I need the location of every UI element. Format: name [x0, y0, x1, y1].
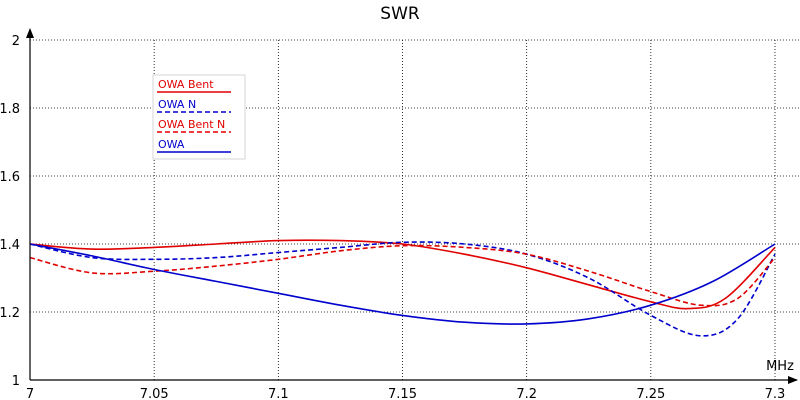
y-tick-label: 1.2	[0, 306, 20, 321]
x-tick-label: 7.3	[765, 387, 786, 400]
legend-label: OWA Bent N	[158, 118, 225, 131]
y-tick-label: 1	[12, 374, 20, 389]
legend-box	[152, 74, 246, 160]
x-tick-label: 7.15	[388, 387, 417, 400]
x-tick-label: 7.25	[636, 387, 665, 400]
grid	[30, 39, 800, 380]
series-line-1	[29, 241, 776, 337]
x-tick-label: 7.2	[516, 387, 537, 400]
x-tick-label: 7.05	[140, 387, 169, 400]
series-line-2	[29, 244, 776, 307]
chart-title: SWR	[380, 4, 420, 24]
legend-label: OWA Bent	[158, 78, 214, 91]
y-tick-label: 1.6	[0, 170, 20, 185]
legend-label: OWA N	[158, 98, 196, 111]
y-tick-label: 1.4	[0, 238, 20, 253]
legend-label: OWA	[158, 138, 185, 151]
series-line-3	[29, 243, 776, 325]
series-lines	[29, 239, 776, 337]
x-tick-label: 7.1	[268, 387, 289, 400]
x-axis-arrow-icon	[788, 376, 798, 384]
x-axis-unit: MHz	[766, 359, 794, 374]
x-tick-label: 7	[26, 387, 34, 400]
series-line-0	[29, 239, 776, 310]
axes	[26, 28, 798, 384]
y-tick-label: 2	[12, 34, 20, 49]
y-axis-arrow-icon	[26, 28, 34, 38]
y-tick-label: 1.8	[0, 102, 20, 117]
tick-labels: 7 7.05 7.1 7.15 7.2 7.25 7.3 1 1.2 1.4 1.6 1.8 2	[0, 34, 785, 400]
legend: OWA Bent OWA N OWA Bent N OWA	[152, 74, 246, 160]
